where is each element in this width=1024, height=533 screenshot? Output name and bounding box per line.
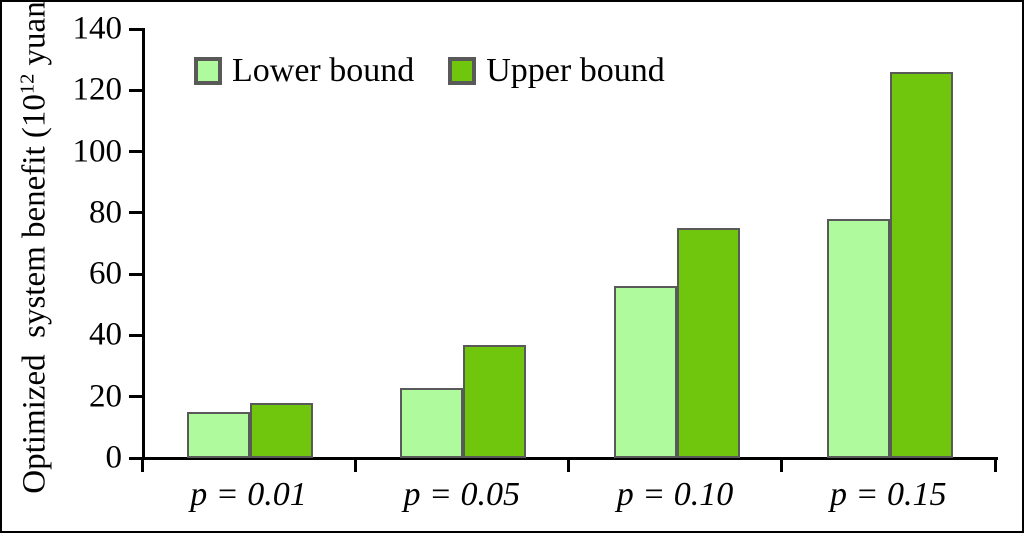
legend-item-lower-bound: Lower bound: [194, 52, 414, 90]
x-axis-tick: [780, 459, 784, 472]
y-axis-tick-label: 140: [72, 10, 123, 47]
y-axis-tick: [129, 456, 142, 460]
y-axis-tick-label: 60: [89, 255, 122, 292]
y-axis-title-text: Optimized system benefit (10: [16, 94, 53, 494]
y-axis-tick-label: 20: [89, 378, 122, 415]
x-axis-category-label: p = 0.15: [830, 476, 947, 513]
bar-lower-bound-p-0.10: [613, 286, 677, 458]
y-axis-tick: [129, 27, 142, 31]
y-axis-title-suffix: yuan): [16, 0, 53, 74]
x-axis-category-label: p = 0.05: [403, 476, 520, 513]
y-axis-tick-label: 40: [89, 316, 122, 353]
y-axis-tick: [129, 88, 142, 92]
y-axis-tick: [129, 272, 142, 276]
bar-upper-bound-p-0.15: [889, 71, 953, 458]
x-axis-tick: [567, 459, 570, 472]
bar-upper-bound-p-0.05: [463, 344, 527, 458]
legend-item-upper-bound: Upper bound: [448, 52, 665, 90]
y-axis-tick: [129, 211, 142, 215]
y-axis-tick: [129, 395, 142, 399]
bar-lower-bound-p-0.01: [187, 412, 250, 458]
bar-upper-bound-p-0.10: [676, 228, 740, 458]
legend-label-lower-bound: Lower bound: [232, 52, 415, 89]
legend-swatch-upper-bound-icon: [448, 57, 477, 85]
y-axis-tick-label: 100: [72, 133, 123, 170]
x-axis-category-label: p = 0.10: [616, 476, 734, 513]
y-axis-line: [142, 28, 145, 460]
x-axis-category-label: p = 0.01: [190, 476, 307, 513]
y-axis-title: Optimized system benefit (1012 yuan): [16, 0, 53, 494]
legend-swatch-lower-bound-icon: [194, 57, 222, 85]
x-axis-line: [142, 457, 998, 460]
y-axis-tick: [129, 150, 142, 154]
y-axis-tick-label: 120: [72, 71, 123, 108]
y-axis-tick: [129, 333, 142, 337]
legend-label-upper-bound: Upper bound: [486, 52, 665, 89]
bar-lower-bound-p-0.05: [400, 387, 464, 458]
y-axis-tick-label: 80: [89, 194, 122, 231]
y-axis-title-superscript: 12: [16, 73, 39, 95]
bar-upper-bound-p-0.01: [250, 402, 313, 458]
x-axis-tick: [993, 459, 997, 472]
x-axis-tick: [140, 459, 144, 472]
bar-lower-bound-p-0.15: [826, 218, 890, 458]
x-axis-tick: [353, 459, 357, 472]
legend: Lower bound Upper bound: [194, 52, 665, 90]
y-axis-tick-label: 0: [105, 439, 123, 476]
